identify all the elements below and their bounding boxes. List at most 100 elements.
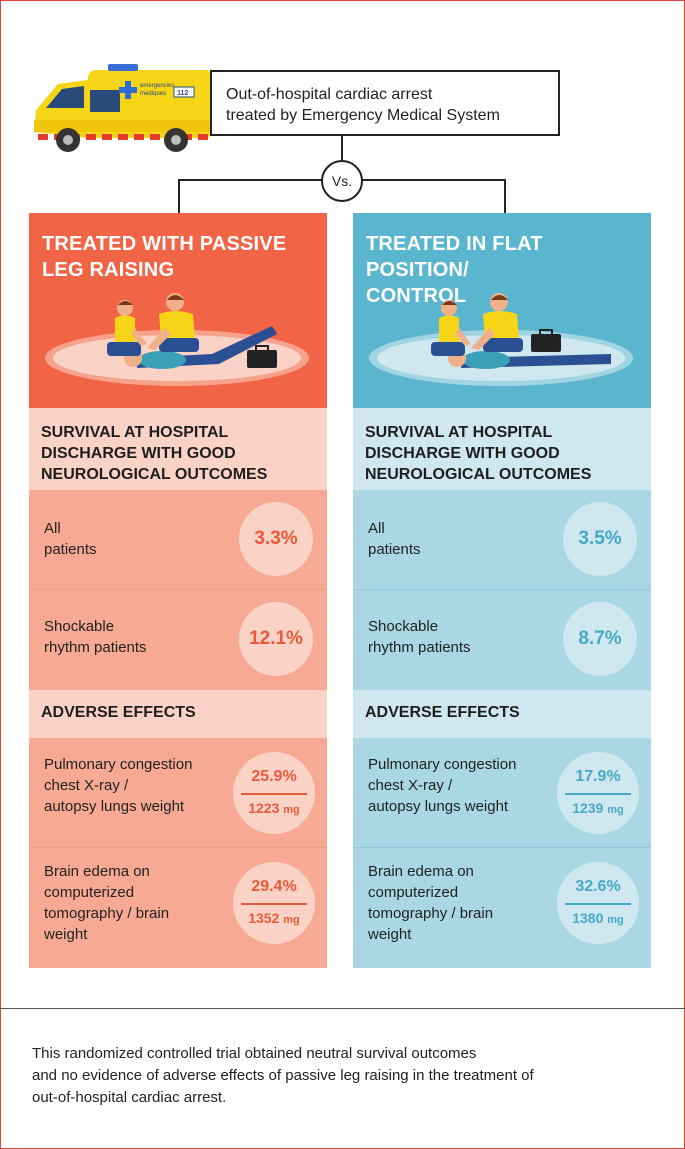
left-pulmonary-label: Pulmonary congestion chest X-ray / autop…	[44, 754, 192, 817]
right-all-patients-value: 3.5%	[563, 502, 637, 576]
right-pulm-label-2: chest X-ray /	[368, 777, 453, 794]
left-pulm-divider	[241, 793, 307, 795]
right-header: TREATED IN FLAT POSITION/ CONTROL	[353, 213, 651, 408]
page-title: Out-of-hospital cardiac arrest treated b…	[226, 84, 500, 126]
right-pulmonary-value: 17.9% 1239 mg	[557, 752, 639, 834]
right-pulm-weight: 1239	[572, 800, 604, 816]
right-title-line-2: CONTROL	[366, 285, 467, 307]
right-survival-rows: All patients 3.5% Shockable rhythm patie…	[353, 490, 651, 690]
right-pulmonary-label: Pulmonary congestion chest X-ray / autop…	[368, 754, 516, 817]
connector-vertical	[341, 136, 343, 166]
right-brain-label-1: Brain edema on	[368, 863, 474, 880]
left-survival-line-1: SURVIVAL AT HOSPITAL	[41, 424, 229, 441]
left-pulm-label-1: Pulmonary congestion	[44, 756, 193, 773]
right-pulmonary-row: Pulmonary congestion chest X-ray / autop…	[353, 738, 651, 848]
left-survival-line-2: DISCHARGE WITH GOOD	[41, 445, 236, 462]
title-line-2: treated by Emergency Medical System	[226, 107, 500, 124]
left-brain-label-2: computerized	[44, 884, 135, 901]
cpr-leg-raised-illustration	[45, 293, 309, 386]
ambulance-text-1: emergencies	[140, 83, 174, 89]
connector-right	[504, 179, 506, 213]
right-all-label-1: All	[368, 520, 385, 537]
conclusion-line-2: and no evidence of adverse effects of pa…	[32, 1067, 534, 1084]
right-all-patients-row: All patients 3.5%	[353, 490, 651, 590]
right-pulm-label-1: Pulmonary congestion	[368, 756, 517, 773]
left-shock-label-1: Shockable	[44, 618, 115, 635]
right-pulm-divider	[565, 793, 631, 795]
title-box: Out-of-hospital cardiac arrest treated b…	[210, 70, 560, 136]
right-brain-label-4: weight	[368, 926, 412, 943]
left-all-label-1: All	[44, 520, 61, 537]
left-brain-divider	[241, 903, 307, 905]
left-adverse-header: ADVERSE EFFECTS	[29, 690, 327, 738]
left-pulm-label-3: autopsy lungs weight	[44, 798, 185, 815]
left-all-patients-label: All patients	[44, 518, 97, 560]
left-pulm-percent: 25.9%	[251, 768, 297, 785]
conclusion-line-3: out-of-hospital cardiac arrest.	[32, 1089, 227, 1106]
left-shock-label-2: rhythm patients	[44, 639, 147, 656]
left-all-patients-row: All patients 3.3%	[29, 490, 327, 590]
footer-divider	[0, 1008, 685, 1009]
right-brain-label: Brain edema on computerized tomography /…	[368, 861, 493, 945]
left-pulm-unit: mg	[283, 804, 300, 816]
right-brain-percent: 32.6%	[575, 878, 621, 895]
left-survival-section: SURVIVAL AT HOSPITAL DISCHARGE WITH GOOD…	[29, 408, 327, 490]
vs-badge: Vs.	[321, 160, 363, 202]
left-row-divider	[29, 589, 327, 590]
conclusion-line-1: This randomized controlled trial obtaine…	[32, 1045, 477, 1062]
left-brain-row: Brain edema on computerized tomography /…	[29, 848, 327, 968]
left-pulm-weight: 1223	[248, 800, 280, 816]
left-brain-percent: 29.4%	[251, 878, 297, 895]
left-survival-line-3: NEUROLOGICAL OUTCOMES	[41, 466, 268, 483]
right-title: TREATED IN FLAT POSITION/ CONTROL	[366, 231, 651, 309]
ambulance-text-2: mèdiques	[140, 91, 166, 97]
connector-left	[178, 179, 180, 213]
right-brain-value: 32.6% 1380 mg	[557, 862, 639, 944]
left-survival-rows: All patients 3.3% Shockable rhythm patie…	[29, 490, 327, 690]
right-brain-row: Brain edema on computerized tomography /…	[353, 848, 651, 968]
left-survival-title: SURVIVAL AT HOSPITAL DISCHARGE WITH GOOD…	[41, 422, 267, 485]
left-adverse-title: ADVERSE EFFECTS	[41, 704, 196, 721]
right-survival-line-2: DISCHARGE WITH GOOD	[365, 445, 560, 462]
conclusion-text: This randomized controlled trial obtaine…	[32, 1043, 662, 1109]
right-pulm-label-3: autopsy lungs weight	[368, 798, 509, 815]
ambulance-illustration: emergencies mèdiques 112	[34, 64, 214, 152]
left-brain-weight-wrap: 1352 mg	[233, 910, 315, 926]
left-brain-unit: mg	[283, 914, 300, 926]
right-shock-label-1: Shockable	[368, 618, 439, 635]
left-pulmonary-row: Pulmonary congestion chest X-ray / autop…	[29, 738, 327, 848]
passive-leg-raising-column: TREATED WITH PASSIVE LEG RAISING	[29, 213, 327, 968]
left-pulm-label-2: chest X-ray /	[44, 777, 129, 794]
right-adverse-rows: Pulmonary congestion chest X-ray / autop…	[353, 738, 651, 968]
right-brain-divider	[565, 903, 631, 905]
right-brain-label-3: tomography / brain	[368, 905, 494, 922]
right-all-patients-label: All patients	[368, 518, 421, 560]
title-line-1: Out-of-hospital cardiac arrest	[226, 86, 433, 103]
right-survival-section: SURVIVAL AT HOSPITAL DISCHARGE WITH GOOD…	[353, 408, 651, 490]
right-shockable-value: 8.7%	[563, 602, 637, 676]
left-shockable-row: Shockable rhythm patients 12.1%	[29, 590, 327, 690]
left-all-patients-value: 3.3%	[239, 502, 313, 576]
left-title-line-2: LEG RAISING	[42, 259, 175, 281]
right-row-divider	[353, 589, 651, 590]
left-shockable-label: Shockable rhythm patients	[44, 616, 147, 658]
left-brain-label: Brain edema on computerized tomography /…	[44, 861, 169, 945]
right-survival-line-3: NEUROLOGICAL OUTCOMES	[365, 466, 592, 483]
right-pulm-weight-wrap: 1239 mg	[557, 800, 639, 816]
left-brain-label-1: Brain edema on	[44, 863, 150, 880]
left-header: TREATED WITH PASSIVE LEG RAISING	[29, 213, 327, 408]
right-all-label-2: patients	[368, 541, 421, 558]
right-title-line-1: TREATED IN FLAT POSITION/	[366, 233, 543, 281]
left-adverse-rows: Pulmonary congestion chest X-ray / autop…	[29, 738, 327, 968]
left-shockable-value: 12.1%	[239, 602, 313, 676]
left-brain-value: 29.4% 1352 mg	[233, 862, 315, 944]
right-pulm-percent: 17.9%	[575, 768, 621, 785]
left-brain-label-3: tomography / brain	[44, 905, 170, 922]
right-brain-unit: mg	[607, 914, 624, 926]
left-pulm-weight-wrap: 1223 mg	[233, 800, 315, 816]
right-adverse-title: ADVERSE EFFECTS	[365, 704, 520, 721]
right-survival-title: SURVIVAL AT HOSPITAL DISCHARGE WITH GOOD…	[365, 422, 591, 485]
right-brain-weight: 1380	[572, 910, 604, 926]
right-adverse-header: ADVERSE EFFECTS	[353, 690, 651, 738]
right-pulm-unit: mg	[607, 804, 624, 816]
